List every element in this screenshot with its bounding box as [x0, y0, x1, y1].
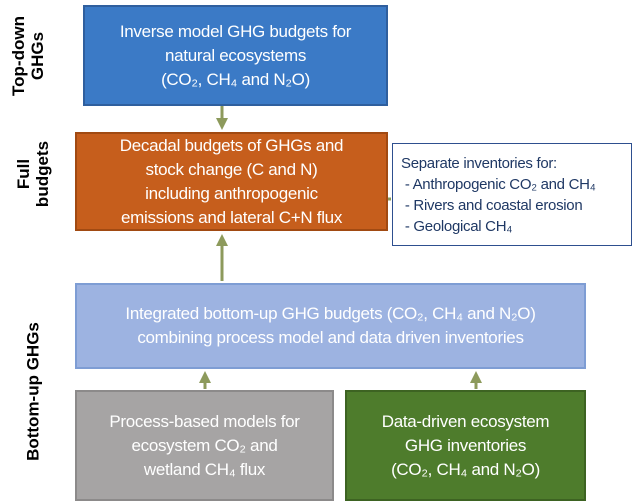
text-line: ecosystem CO₂ and	[131, 435, 278, 455]
inverse-box: Inverse model GHG budgets for natural ec…	[83, 5, 388, 106]
label-line: Bottom-up GHGs	[23, 322, 43, 461]
list-item: - Anthropogenic CO₂ and CH₄	[401, 175, 596, 193]
list-item: - Rivers and coastal erosion	[401, 196, 583, 214]
label-line: Full	[14, 158, 33, 190]
label-line: GHGs	[28, 31, 47, 81]
process-box: Process-based models for ecosystem CO₂ a…	[75, 390, 334, 501]
box-title: Separate inventories for:	[401, 154, 557, 172]
text-line: (CO₂, CH₄ and N₂O)	[391, 459, 540, 479]
decadal-box: Decadal budgets of GHGs and stock change…	[75, 132, 388, 231]
text-line: Data-driven ecosystem	[381, 411, 550, 431]
side-label: Bottom-up GHGs	[24, 312, 43, 472]
text-line: Decadal budgets of GHGs and	[119, 135, 344, 155]
text-line: Integrated bottom-up GHG budgets (CO₂, C…	[125, 304, 536, 323]
text-line: stock change (C and N)	[145, 159, 318, 179]
text-line: wetland CH₄ flux	[143, 459, 266, 479]
text-line: natural ecosystems	[164, 45, 307, 65]
text-line: combining process model and data driven …	[137, 328, 524, 347]
text-line: (CO₂, CH₄ and N₂O)	[161, 69, 310, 89]
text-line: Inverse model GHG budgets for	[119, 21, 352, 41]
inventories-box: Separate inventories for: - Anthropogeni…	[392, 143, 632, 246]
integrated-box: Integrated bottom-up GHG budgets (CO₂, C…	[75, 283, 586, 369]
label-line: Top-down	[9, 16, 28, 96]
text-line: emissions and lateral C+N flux	[120, 207, 343, 227]
side-label: Full budgets	[14, 139, 52, 209]
label-line: budgets	[33, 140, 52, 208]
side-label: Top-down GHGs	[9, 16, 47, 96]
text-line: including anthropogenic	[145, 183, 318, 203]
datadriven-box: Data-driven ecosystem GHG inventories (C…	[345, 390, 586, 501]
text-line: Process-based models for	[109, 411, 300, 431]
list-item: - Geological CH₄	[401, 217, 513, 235]
text-line: GHG inventories	[404, 435, 527, 455]
